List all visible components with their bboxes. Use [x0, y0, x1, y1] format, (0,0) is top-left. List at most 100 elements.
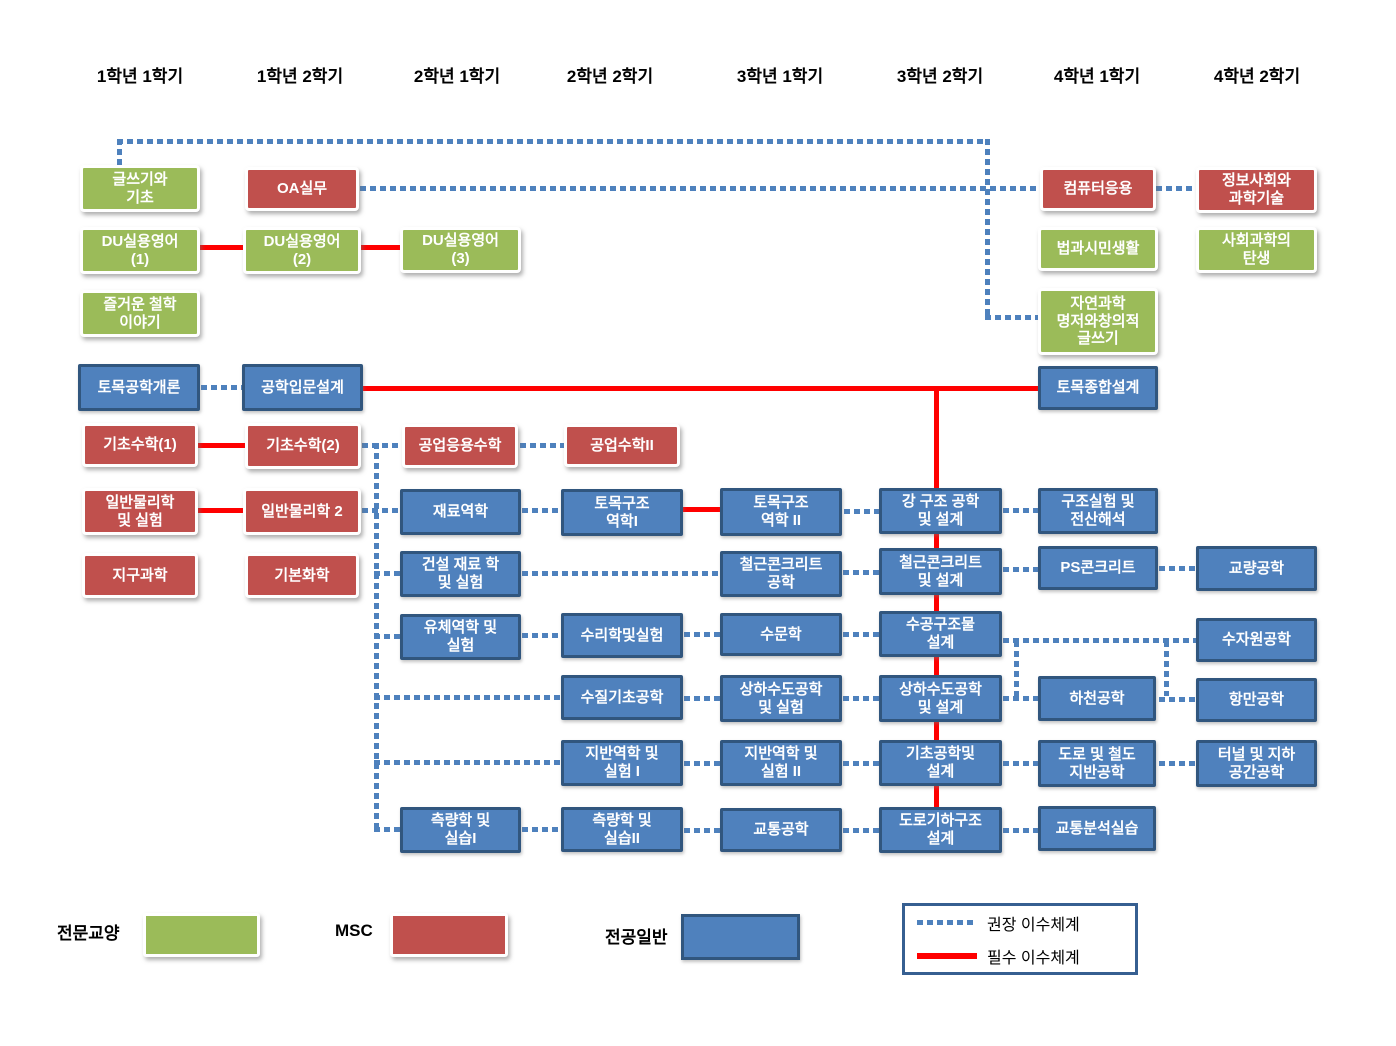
course-tunnel-underground: 터널 및 지하 공간공학 [1196, 740, 1317, 787]
edge-rec-sewerdesign-river [1003, 696, 1038, 701]
recommended-line-sample [917, 920, 977, 925]
legend-row-recommended: 권장 이수체계 [917, 911, 1123, 935]
edge-rec-hydstruct-river-drop [1014, 641, 1019, 696]
semester-header-6: 3학년 2학기 [896, 67, 984, 86]
edge-rec-psconcrete-bridge [1159, 566, 1196, 571]
edge-rec-geotech2-foundation [843, 761, 879, 766]
edge-rec-foundation-roadrail [1003, 761, 1038, 766]
course-birth-social-science: 사회과학의 탄생 [1196, 227, 1317, 273]
course-river-engineering: 하천공학 [1038, 676, 1156, 721]
edge-rec-river-harbor [1159, 697, 1196, 702]
course-du-english-1: DU실용영어 (1) [80, 227, 200, 274]
edge-rec-trunk-fluidmech [374, 634, 400, 639]
course-civil-capstone-design: 토목종합설계 [1038, 366, 1158, 410]
course-writing-basics: 글쓰기와 기초 [80, 165, 200, 212]
course-surveying-practice-1: 측량학 및 실습I [400, 807, 521, 853]
course-basic-math-2: 기초수학(2) [245, 423, 361, 469]
course-harbor-engineering: 항만공학 [1196, 678, 1317, 722]
edge-rec-oa-computer [360, 186, 1040, 191]
course-rc-design: 철근콘크리트 및 설계 [879, 548, 1002, 595]
legend-label-msc: MSC [335, 921, 373, 940]
course-steel-struct-design: 강 구조 공학 및 설계 [879, 488, 1002, 534]
course-fluid-mechanics-lab: 유체역학 및 실험 [400, 614, 521, 660]
course-struct-mechanics-1: 토목구조 역학I [561, 489, 683, 536]
course-struct-mechanics-2: 토목구조 역학 II [720, 488, 842, 536]
course-natural-sci-writing: 자연과학 명저와창의적 글쓰기 [1038, 288, 1158, 355]
course-traffic-analysis-practice: 교통분석실습 [1038, 806, 1156, 851]
semester-header-3: 2학년 1학기 [413, 67, 501, 86]
course-water-quality-eng: 수질기초공학 [561, 675, 683, 720]
course-earth-science: 지구과학 [82, 553, 198, 598]
edge-rec-surveying1-surveying2 [522, 827, 561, 832]
course-basic-math-1: 기초수학(1) [82, 423, 198, 467]
course-road-rail-geotech: 도로 및 철도 지반공학 [1038, 740, 1156, 787]
course-hydrology: 수문학 [720, 613, 842, 656]
required-line-sample [917, 952, 977, 959]
course-water-sewer-design: 상하수도공학 및 설계 [879, 675, 1002, 722]
edge-rec-hydrology-hydstruct [843, 632, 879, 637]
legend-swatch-general-ed [143, 913, 260, 957]
course-law-civic-life: 법과시민생활 [1038, 227, 1158, 271]
course-general-physics-2: 일반물리학 2 [243, 488, 361, 535]
edge-rec-writing-natsci-up [117, 139, 122, 165]
legend-row-required: 필수 이수체계 [917, 944, 1123, 968]
edge-rec-rcdesign-psconcrete [1003, 567, 1038, 572]
course-water-resources-eng: 수자원공학 [1196, 618, 1317, 662]
edge-req-engdesign-capstone [362, 386, 1038, 391]
edge-rec-materials-structmech1 [522, 508, 561, 513]
semester-header-8: 4학년 2학기 [1213, 67, 1301, 86]
edge-rec-computer-infosociety [1156, 186, 1196, 191]
course-surveying-practice-2: 측량학 및 실습II [561, 807, 683, 852]
course-du-english-2: DU실용영어 (2) [243, 227, 361, 274]
edge-rec-surveying2-traffic [684, 828, 720, 833]
course-du-english-3: DU실용영어 (3) [400, 227, 521, 273]
course-fun-philosophy: 즐거운 철학 이야기 [80, 290, 200, 337]
course-water-sewer-lab: 상하수도공학 및 실험 [720, 675, 842, 722]
edge-rec-hydstruct-waterres [1003, 638, 1196, 643]
course-basic-chemistry: 기본화학 [245, 553, 359, 598]
edge-rec-trunk-geotech1 [374, 760, 561, 765]
edge-req-structmech1-structmech2 [682, 507, 720, 512]
edge-rec-hydstruct-harbor-drop [1164, 641, 1169, 696]
edge-rec-waterquality-sewerlab [684, 696, 720, 701]
edge-rec-roadrail-tunnel [1159, 761, 1196, 766]
edge-rec-introcivil-engdesign [201, 385, 242, 390]
course-geotech-lab-2: 지반역학 및 실험 II [720, 740, 842, 786]
course-info-society-scitech: 정보사회와 과학기술 [1196, 167, 1317, 213]
course-constr-materials-lab: 건설 재료 학 및 실험 [400, 551, 521, 597]
semester-header-5: 3학년 1학기 [736, 67, 824, 86]
recommended-line-label: 권장 이수체계 [987, 916, 1080, 934]
edge-req-physics1-physics2 [197, 508, 243, 513]
required-line-label: 필수 이수체계 [987, 949, 1080, 967]
edge-rec-trunk-constrmat [374, 571, 400, 576]
edge-rec-physics2-materials [362, 508, 400, 513]
course-intro-civil-eng: 토목공학개론 [78, 364, 200, 411]
edge-rec-structmech2-steel [844, 509, 879, 514]
edge-req-duenglish1-duenglish2 [199, 245, 243, 250]
semester-header-1: 1학년 1학기 [96, 67, 184, 86]
course-road-geometry-design: 도로기하구조 설계 [879, 807, 1002, 853]
course-struct-exp-analysis: 구조실험 및 전산해석 [1038, 488, 1158, 534]
line-legend-box: 권장 이수체계 필수 이수체계 [902, 903, 1138, 975]
edge-rec-writing-natsci-top [117, 139, 990, 144]
edge-rec-geotech1-geotech2 [684, 761, 720, 766]
course-oa-practice: OA실무 [245, 167, 359, 211]
course-traffic-engineering: 교통공학 [720, 808, 842, 852]
course-ps-concrete: PS콘크리트 [1038, 546, 1158, 590]
legend-swatch-major [681, 914, 800, 960]
course-eng-applied-math: 공업응용수학 [402, 424, 518, 468]
course-general-physics-lab: 일반물리학 및 실험 [82, 488, 198, 535]
edge-rec-constrmat-rceng [522, 571, 720, 576]
edge-rec-roadgeom-trafficanalysis [1003, 828, 1038, 833]
edge-rec-writing-natsci-in [985, 315, 1038, 320]
course-bridge-engineering: 교량공학 [1196, 546, 1317, 591]
course-hydraulics-lab: 수리학및실험 [561, 613, 683, 658]
semester-header-4: 2학년 2학기 [566, 67, 654, 86]
edge-rec-sewerlab-sewerdesign [843, 696, 879, 701]
edge-rec-appliedmath-engmath2 [520, 443, 564, 448]
edge-rec-math2-appliedmath [362, 443, 402, 448]
edge-req-math1-math2 [197, 443, 245, 448]
edge-rec-trunk-waterquality [374, 695, 561, 700]
edge-rec-traffic-roadgeom [843, 828, 879, 833]
